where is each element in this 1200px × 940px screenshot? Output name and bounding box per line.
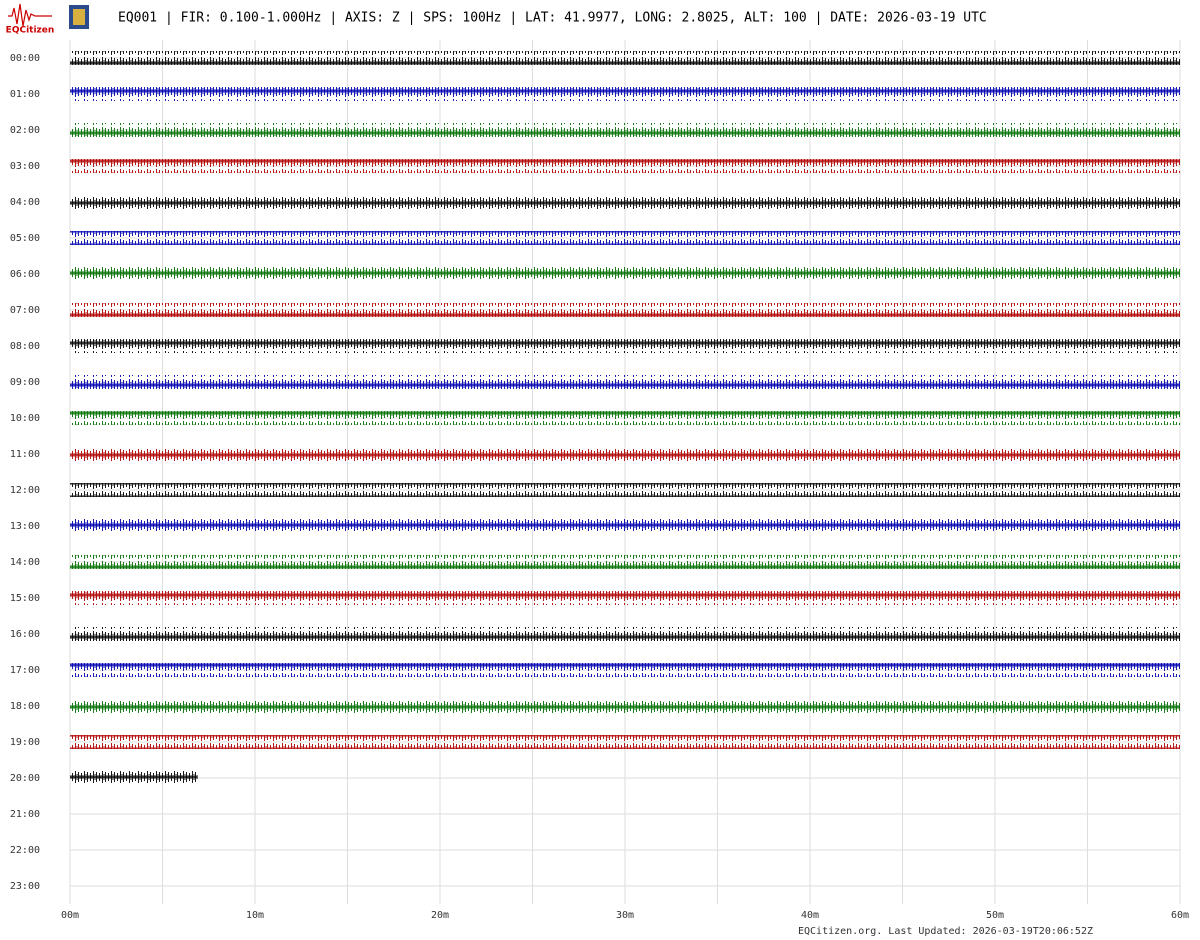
trace xyxy=(70,447,1180,461)
row-label: 18:00 xyxy=(10,701,40,712)
row-label: 16:00 xyxy=(10,629,40,640)
trace xyxy=(70,735,1180,749)
row-label: 07:00 xyxy=(10,305,40,316)
logo-wave xyxy=(8,3,52,27)
trace xyxy=(70,663,1180,677)
row-label: 13:00 xyxy=(10,521,40,532)
row-label: 03:00 xyxy=(10,161,40,172)
trace xyxy=(70,231,1180,245)
trace xyxy=(70,159,1180,173)
row-label: 06:00 xyxy=(10,269,40,280)
trace xyxy=(70,87,1180,101)
trace xyxy=(70,195,1180,209)
x-tick-label: 30m xyxy=(616,910,634,921)
trace xyxy=(70,411,1180,425)
trace xyxy=(70,627,1180,641)
x-tick-label: 40m xyxy=(801,910,819,921)
row-label: 22:00 xyxy=(10,845,40,856)
x-tick-label: 50m xyxy=(986,910,1004,921)
trace xyxy=(70,123,1180,137)
trace xyxy=(70,519,1180,533)
x-tick-label: 10m xyxy=(246,910,264,921)
trace xyxy=(70,51,1180,65)
row-label: 20:00 xyxy=(10,773,40,784)
x-tick-label: 00m xyxy=(61,910,79,921)
trace xyxy=(70,699,1180,713)
trace xyxy=(70,267,1180,281)
logo-text: EQCitizen xyxy=(6,26,55,36)
row-label: 02:00 xyxy=(10,125,40,136)
row-label: 01:00 xyxy=(10,89,40,100)
row-label: 17:00 xyxy=(10,665,40,676)
chart-title: EQ001 | FIR: 0.100-1.000Hz | AXIS: Z | S… xyxy=(118,11,987,26)
row-label: 23:00 xyxy=(10,881,40,892)
trace xyxy=(70,339,1180,353)
trace xyxy=(70,375,1180,389)
row-label: 15:00 xyxy=(10,593,40,604)
trace xyxy=(70,303,1180,317)
row-label: 19:00 xyxy=(10,737,40,748)
footer: EQCitizen.org. Last Updated: 2026-03-19T… xyxy=(798,926,1093,937)
x-tick-label: 20m xyxy=(431,910,449,921)
row-label: 21:00 xyxy=(10,809,40,820)
row-label: 09:00 xyxy=(10,377,40,388)
row-label: 08:00 xyxy=(10,341,40,352)
row-label: 14:00 xyxy=(10,557,40,568)
trace xyxy=(70,555,1180,569)
row-label: 00:00 xyxy=(10,53,40,64)
row-label: 11:00 xyxy=(10,449,40,460)
row-label: 10:00 xyxy=(10,413,40,424)
row-label: 04:00 xyxy=(10,197,40,208)
x-tick-label: 60m xyxy=(1171,910,1189,921)
trace xyxy=(70,591,1180,605)
row-label: 05:00 xyxy=(10,233,40,244)
trace xyxy=(70,771,198,785)
logo-chip-core xyxy=(73,9,85,25)
logo: EQCitizen xyxy=(6,3,89,36)
row-label: 12:00 xyxy=(10,485,40,496)
trace xyxy=(70,483,1180,497)
